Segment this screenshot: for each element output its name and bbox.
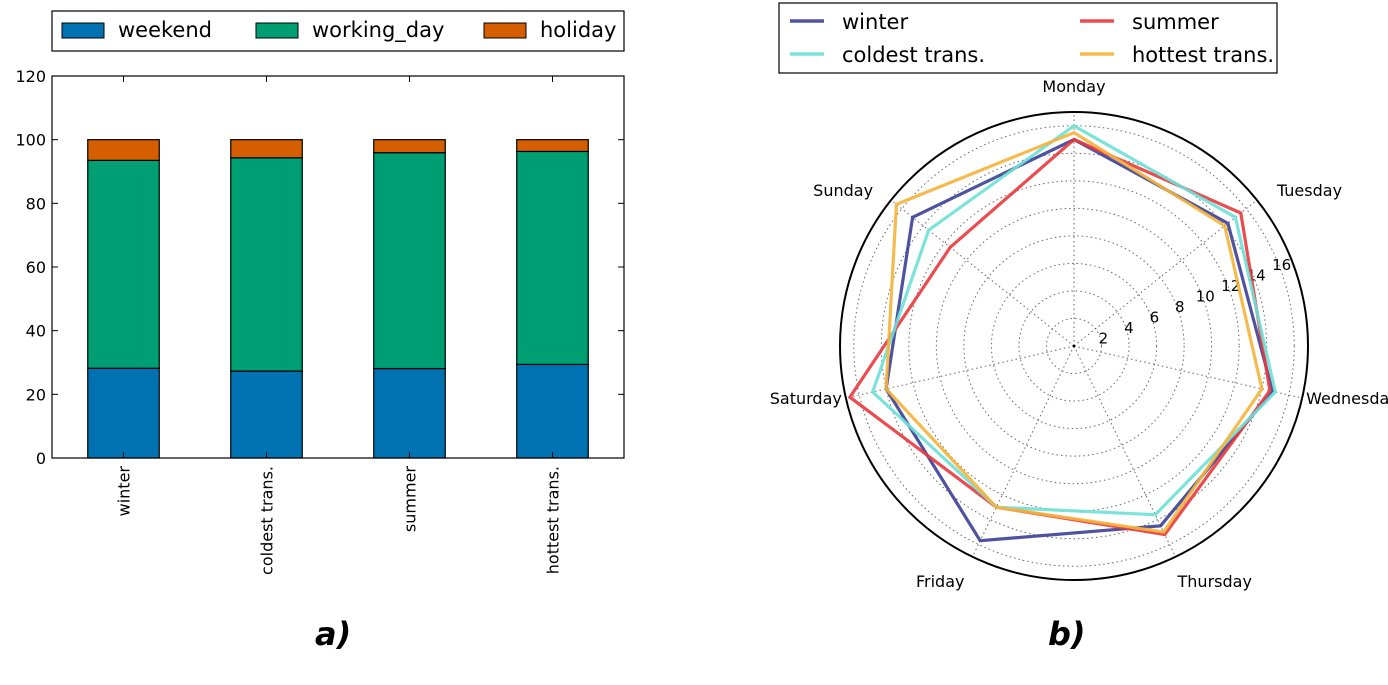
bar-weekend bbox=[373, 367, 446, 459]
bar-working-day bbox=[373, 152, 446, 370]
bar-holiday bbox=[230, 139, 303, 159]
bar-working-day bbox=[516, 150, 589, 366]
y-tick-label: 40 bbox=[26, 322, 46, 341]
stacked-bar-chart: winter coldest trans. summer hottest trans.… bbox=[15, 10, 625, 575]
axis-label-wednesday: Wednesday bbox=[1306, 389, 1388, 408]
caption-b: b) bbox=[1048, 615, 1086, 653]
radial-spoke bbox=[890, 199, 1075, 347]
legend-label: working_day bbox=[312, 18, 444, 43]
legend-label: weekend bbox=[118, 18, 212, 42]
radial-spoke bbox=[845, 345, 1075, 399]
radial-grid-circle bbox=[990, 262, 1158, 430]
r-tick-label: 12 bbox=[1221, 277, 1240, 295]
radial-grid-circle bbox=[908, 180, 1240, 512]
radar-center bbox=[1072, 344, 1076, 348]
x-tick-label: coldest trans. bbox=[258, 466, 277, 575]
r-tick-label: 6 bbox=[1150, 309, 1160, 327]
axis-label-tuesday: Tuesday bbox=[1276, 181, 1342, 200]
legend-label: hottest trans. bbox=[1132, 43, 1274, 67]
radar-outer-circle bbox=[839, 111, 1309, 581]
r-tick-label: 10 bbox=[1196, 288, 1215, 306]
axis-label-friday: Friday bbox=[916, 572, 965, 591]
radial-grid-circle bbox=[935, 207, 1213, 485]
y-tick-label: 120 bbox=[15, 67, 46, 86]
y-tick-label: 100 bbox=[15, 131, 46, 150]
bar-working-day bbox=[230, 157, 303, 372]
radial-spoke bbox=[972, 345, 1075, 558]
caption-a: a) bbox=[315, 615, 352, 653]
plot-frame bbox=[51, 75, 625, 459]
bar-weekend bbox=[230, 370, 303, 459]
y-tick-label: 60 bbox=[26, 258, 46, 277]
legend-label: summer bbox=[1132, 10, 1219, 34]
legend-swatch bbox=[255, 22, 299, 39]
radial-grid-circle bbox=[880, 152, 1268, 540]
bar-holiday bbox=[516, 139, 589, 153]
axis-label-thursday: Thursday bbox=[1177, 572, 1252, 591]
x-tick-label: winter bbox=[115, 466, 134, 517]
y-tick-label: 80 bbox=[26, 194, 46, 213]
radial-grid-circle bbox=[853, 125, 1295, 567]
legend-box bbox=[51, 10, 625, 52]
radial-spoke bbox=[1073, 199, 1258, 347]
y-tick-label: 0 bbox=[36, 449, 46, 468]
r-tick-label: 2 bbox=[1099, 330, 1109, 348]
radial-spoke bbox=[1073, 345, 1176, 558]
bar-working-day bbox=[87, 159, 160, 369]
bar-weekend bbox=[516, 363, 589, 459]
x-tick-label: hottest trans. bbox=[544, 466, 563, 574]
bar-holiday bbox=[87, 139, 160, 161]
axis-label-sunday: Sunday bbox=[813, 181, 873, 200]
legend-label: coldest trans. bbox=[842, 43, 985, 67]
r-tick-label: 16 bbox=[1272, 256, 1291, 274]
bar-holiday bbox=[373, 139, 446, 154]
r-tick-label: 4 bbox=[1124, 319, 1134, 337]
series-winter bbox=[884, 137, 1275, 543]
radial-grid-circle bbox=[963, 235, 1185, 457]
y-tick-label: 20 bbox=[26, 385, 46, 404]
radial-grid-circle bbox=[1045, 317, 1103, 375]
axis-label-saturday: Saturday bbox=[770, 389, 842, 408]
x-tick-label: summer bbox=[401, 466, 420, 532]
legend-label: holiday bbox=[540, 18, 616, 42]
radial-grid-circle bbox=[1018, 290, 1130, 402]
radar-chart: 246810121416MondayTuesdayWednesdayThursd… bbox=[768, 2, 1388, 592]
series-hottest-trans- bbox=[884, 130, 1264, 534]
legend-box bbox=[778, 2, 1278, 74]
legend-swatch bbox=[483, 22, 527, 39]
bar-weekend bbox=[87, 367, 160, 459]
r-tick-label: 8 bbox=[1175, 298, 1185, 316]
radial-spoke bbox=[1073, 345, 1303, 399]
legend-label: winter bbox=[842, 10, 908, 34]
legend-swatch bbox=[61, 22, 105, 39]
axis-label-monday: Monday bbox=[1042, 77, 1105, 96]
series-coldest-trans- bbox=[870, 123, 1278, 517]
